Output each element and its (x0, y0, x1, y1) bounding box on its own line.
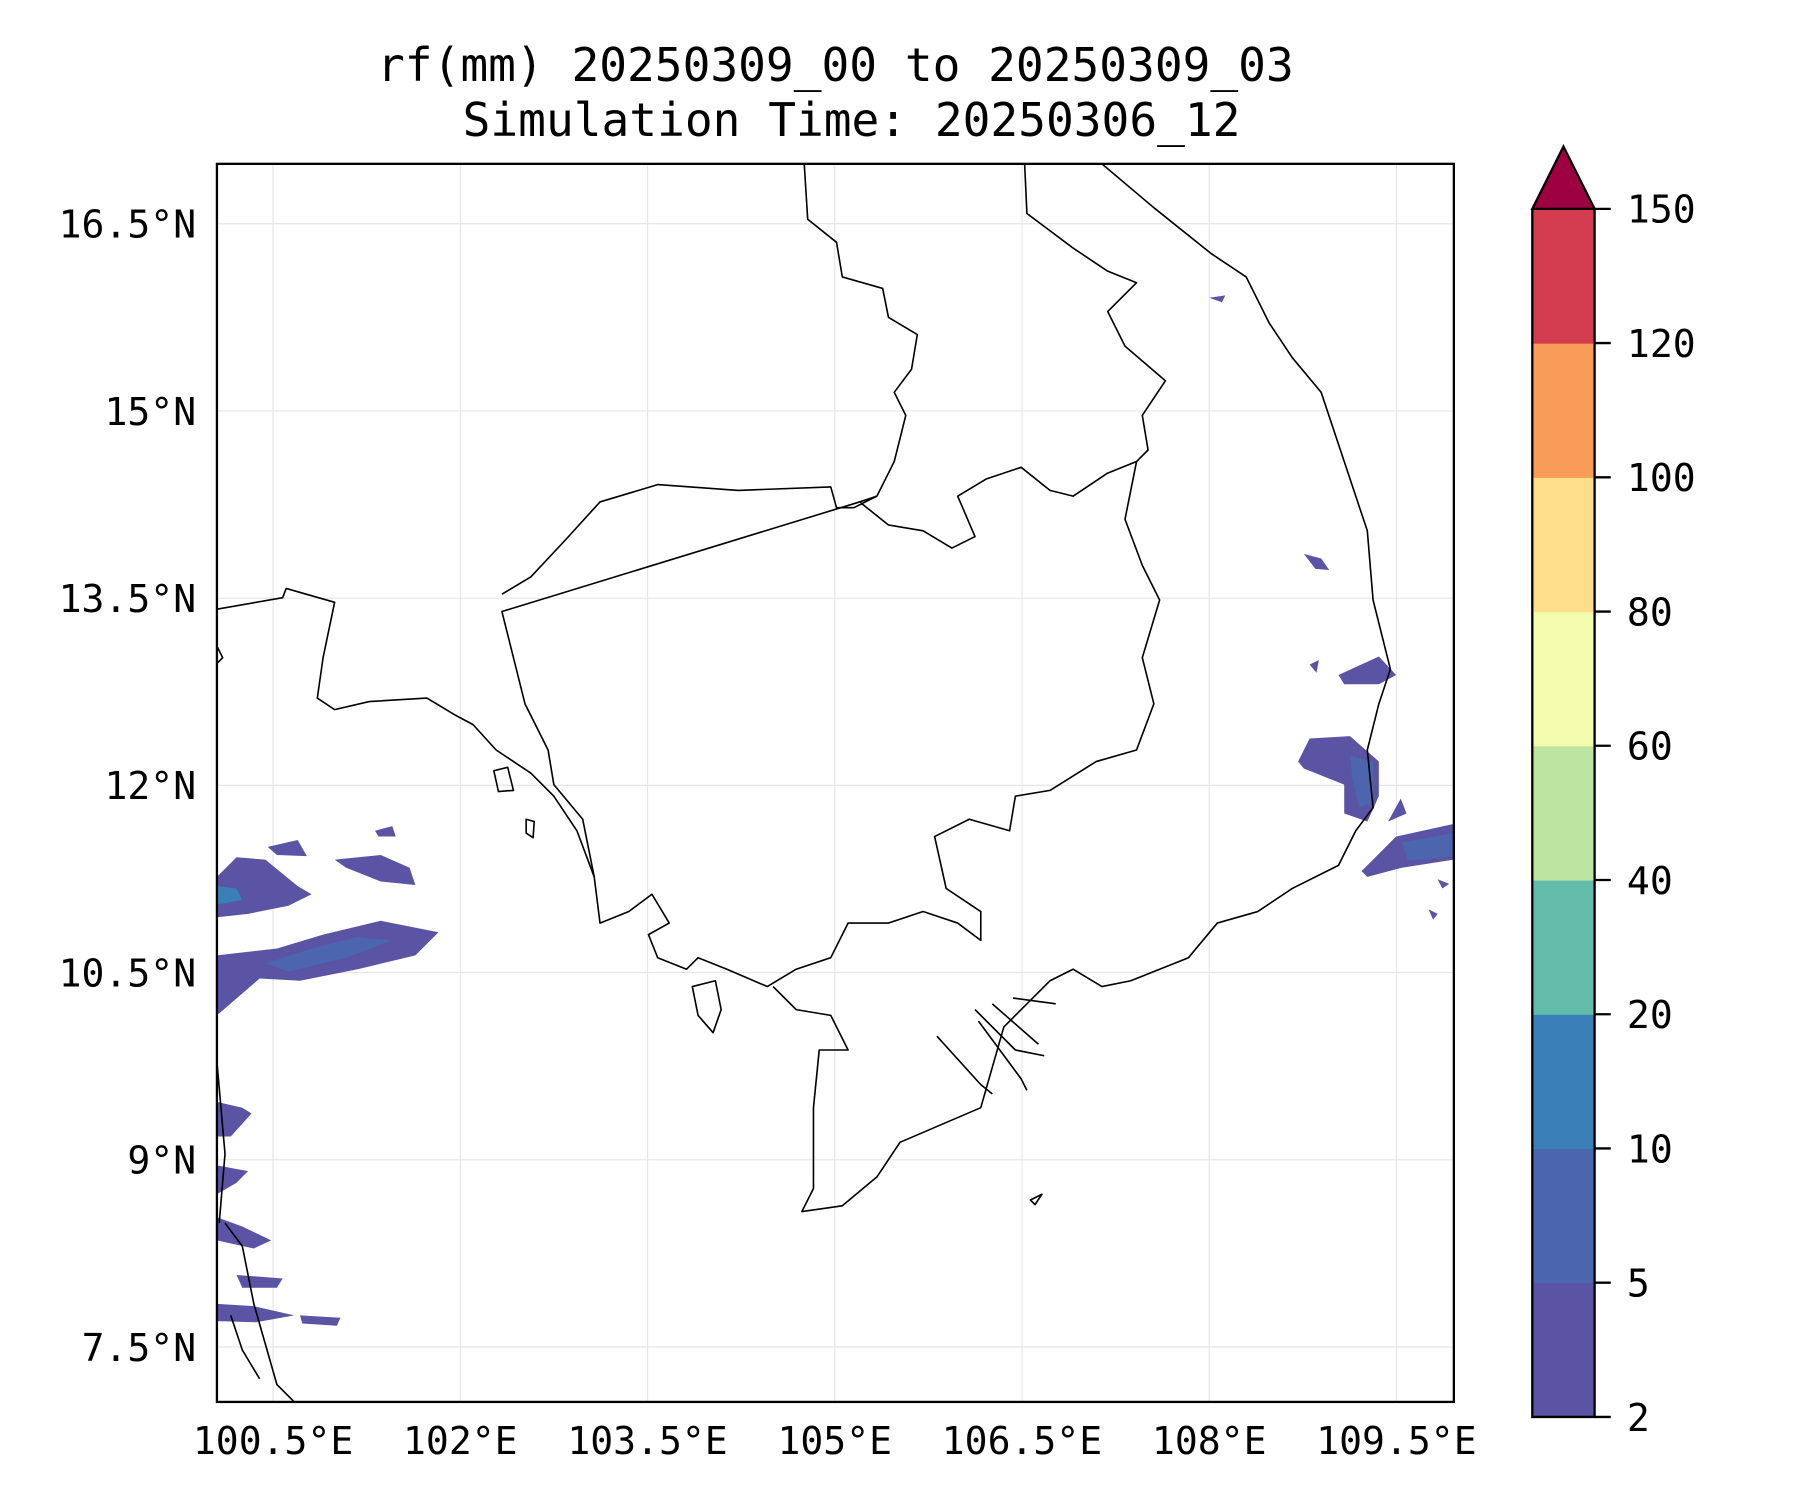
x-tick-label: 106.5°E (942, 1419, 1102, 1463)
y-tick-label: 10.5°N (59, 951, 197, 995)
laos-thailand-border (803, 163, 919, 503)
colorbar-frame (1531, 208, 1596, 1419)
y-tick-label: 7.5°N (82, 1326, 197, 1370)
rain-area (1428, 879, 1450, 920)
rain-area (265, 936, 393, 972)
colorbar-segment (1532, 1014, 1595, 1150)
y-tick-label: 9°N (127, 1139, 196, 1183)
thai-islands (493, 766, 536, 839)
x-tick-label: 109.5°E (1316, 1419, 1476, 1463)
thailand-border (216, 587, 595, 878)
rain-area (216, 1165, 249, 1195)
y-tick-label: 15°N (104, 390, 196, 434)
rain-area (216, 886, 243, 905)
rain-area (1209, 295, 1226, 303)
rain-area (1303, 553, 1330, 570)
map-area (216, 163, 1454, 1402)
vietnam-coast (772, 163, 1392, 1213)
colorbar-segment (1532, 880, 1595, 1015)
colorbar-segment (1532, 477, 1595, 613)
colorbar: 2 5 10 20 40 60 80 100 120 150 (1530, 143, 1696, 1440)
malay-peninsula-coast (216, 1061, 295, 1402)
rain-area (1338, 656, 1397, 685)
x-tick-label: 103.5°E (567, 1419, 727, 1463)
colorbar-tick-label: 150 (1627, 188, 1696, 232)
rain-area (216, 1303, 295, 1323)
colorbar-tick-label: 40 (1627, 859, 1673, 903)
y-tick-label: 12°N (104, 764, 196, 808)
colorbar-extend-arrow (1530, 143, 1597, 210)
laos-vietnam-border (1023, 163, 1167, 463)
con-dao-island (1029, 1193, 1043, 1206)
colorbar-segment (1532, 208, 1595, 344)
colorbar-tick-label: 5 (1627, 1262, 1650, 1306)
cambodia-border (501, 460, 1161, 988)
phu-quoc-island (691, 979, 722, 1034)
colorbar-segment (1532, 1148, 1595, 1284)
rain-area (1350, 755, 1374, 808)
rain-area (216, 920, 439, 1016)
mekong-delta-channels (936, 997, 1056, 1095)
rain-area (216, 1217, 272, 1249)
x-tick-label: 100.5°E (193, 1419, 353, 1463)
colorbar-tick-label: 60 (1627, 725, 1673, 769)
rain-area (1401, 833, 1454, 861)
rain-area (216, 857, 312, 918)
rain-area (1388, 798, 1407, 822)
rain-area (1309, 660, 1319, 673)
rain-area (267, 840, 307, 857)
colorbar-tick-label: 120 (1627, 322, 1696, 366)
colorbar-tick-label: 80 (1627, 590, 1673, 634)
chart-title: rf(mm) 20250309_00 to 20250309_03 (377, 38, 1294, 92)
colorbar-segment (1532, 1282, 1595, 1418)
x-axis: 100.5°E 102°E 103.5°E 105°E 106.5°E 108°E 109.… (193, 1419, 1477, 1463)
map-frame (215, 162, 1455, 1404)
x-tick-label: 102°E (403, 1419, 518, 1463)
y-tick-label: 13.5°N (59, 577, 197, 621)
colorbar-segment (1532, 745, 1595, 881)
colorbar-tick-label: 100 (1627, 456, 1696, 500)
y-axis: 16.5°N 15°N 13.5°N 12°N 10.5°N 9°N 7.5°N (59, 203, 197, 1370)
rain-area (216, 1101, 252, 1137)
x-tick-label: 108°E (1152, 1419, 1267, 1463)
colorbar-tick-label: 10 (1627, 1127, 1673, 1171)
x-tick-label: 105°E (777, 1419, 892, 1463)
y-tick-label: 16.5°N (59, 203, 197, 247)
rain-area (334, 855, 416, 885)
rain-area (375, 826, 396, 837)
colorbar-segment (1532, 343, 1595, 478)
colorbar-tick-label: 20 (1627, 993, 1673, 1037)
rain-area (236, 1275, 283, 1288)
gridlines (216, 163, 1454, 1402)
chart-subtitle: Simulation Time: 20250306_12 (463, 93, 1241, 147)
colorbar-tick-label: 2 (1627, 1396, 1650, 1440)
rain-area (300, 1315, 341, 1326)
coastlines-borders (216, 163, 1392, 1402)
colorbar-segment (1532, 611, 1595, 747)
rainfall-contours (216, 295, 1454, 1326)
